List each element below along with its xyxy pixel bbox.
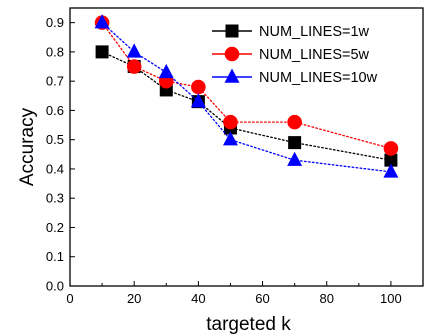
data-point-series-3 bbox=[158, 63, 174, 79]
legend-marker-3 bbox=[224, 68, 240, 83]
legend-marker-1 bbox=[225, 24, 239, 38]
x-tick-label: 80 bbox=[319, 291, 333, 306]
data-point-series-3 bbox=[222, 131, 238, 146]
data-point-series-1 bbox=[384, 153, 398, 167]
plot-frame bbox=[69, 7, 424, 287]
x-axis-label: targeted k bbox=[206, 314, 291, 335]
y-tick-label: 0.6 bbox=[46, 103, 64, 118]
axis-ticks: 0 20 40 60 80 100 0.0 0.1 0.2 0.3 0.4 0.5 0.6 0.7 0.8 0… bbox=[46, 15, 402, 306]
legend-label-1: NUM_LINES=1w bbox=[259, 24, 370, 40]
series-line-3 bbox=[101, 21, 392, 173]
chart-marks bbox=[94, 14, 399, 178]
y-tick-label: 0.2 bbox=[46, 220, 64, 235]
y-tick-label: 0.4 bbox=[46, 161, 64, 176]
y-tick-label: 0.9 bbox=[46, 15, 64, 30]
data-point-series-1 bbox=[95, 45, 109, 59]
x-tick-label: 0 bbox=[66, 291, 73, 306]
legend-label-3: NUM_LINES=10w bbox=[259, 70, 378, 86]
data-point-series-3 bbox=[287, 151, 303, 166]
data-point-series-3 bbox=[383, 163, 399, 178]
x-tick-label: 60 bbox=[255, 291, 269, 306]
x-tick-label: 20 bbox=[127, 291, 141, 306]
y-tick-label: 0.8 bbox=[46, 44, 64, 59]
x-tick-label: 40 bbox=[191, 291, 205, 306]
legend: NUM_LINES=1w NUM_LINES=5w NUM_LINES=10w bbox=[212, 24, 378, 86]
legend-label-2: NUM_LINES=5w bbox=[259, 47, 370, 63]
plot-border bbox=[69, 7, 424, 287]
series-line-1 bbox=[101, 51, 392, 161]
data-point-series-3 bbox=[94, 14, 110, 29]
y-tick-label: 0.7 bbox=[46, 74, 64, 89]
data-point-series-2 bbox=[126, 59, 142, 74]
y-tick-label: 0.1 bbox=[46, 249, 64, 264]
data-point-series-2 bbox=[191, 79, 206, 95]
data-point-series-3 bbox=[190, 93, 206, 108]
legend-marker-2 bbox=[224, 46, 240, 62]
data-point-series-2 bbox=[383, 141, 399, 156]
data-point-series-3 bbox=[126, 43, 142, 58]
data-point-series-2 bbox=[223, 114, 238, 130]
y-tick-label: 0.0 bbox=[46, 279, 64, 294]
y-tick-label: 0.3 bbox=[46, 191, 64, 206]
y-tick-label: 0.5 bbox=[46, 132, 64, 147]
data-point-series-1 bbox=[288, 136, 302, 150]
y-axis-label: Accuracy bbox=[17, 107, 38, 186]
data-point-series-2 bbox=[287, 114, 302, 130]
x-tick-label: 100 bbox=[380, 291, 402, 306]
